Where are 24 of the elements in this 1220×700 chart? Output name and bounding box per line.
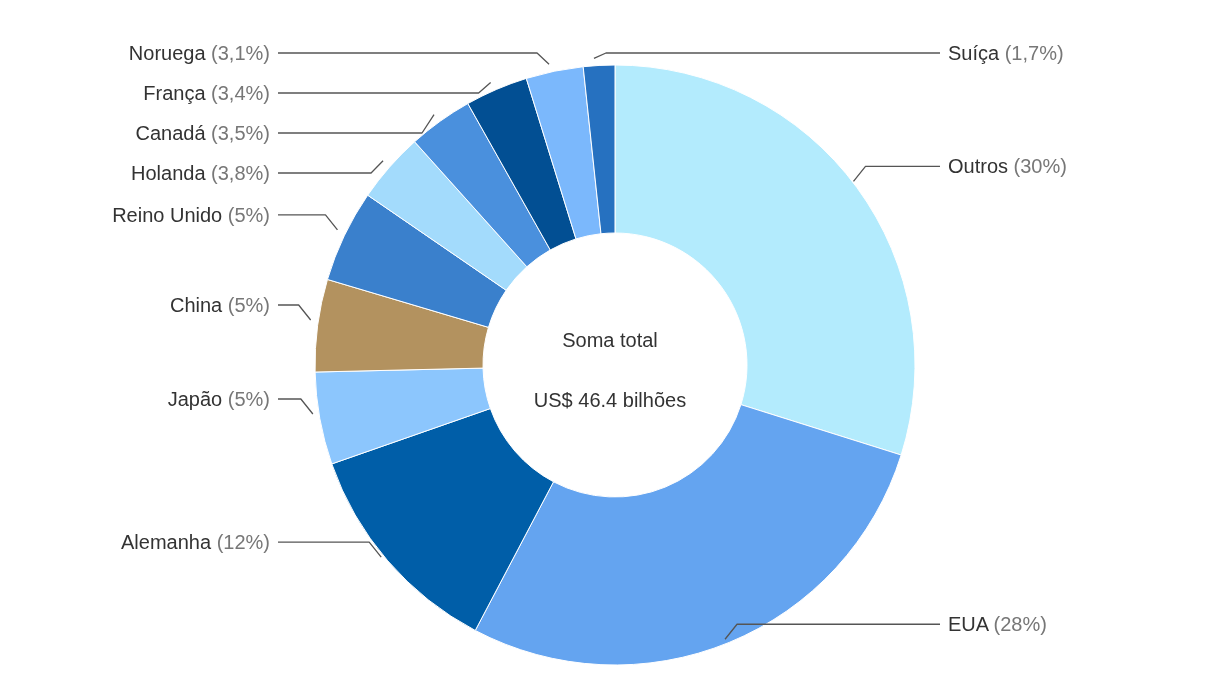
data-label: (5%) <box>222 387 270 410</box>
slice-label: Reino Unido <box>112 203 223 226</box>
slice-label: China <box>169 294 224 316</box>
data-label: (5%) <box>222 294 270 316</box>
slice-label: Canadá <box>135 122 207 144</box>
data-label: (30%) <box>1008 155 1067 178</box>
data-label: (3,4%) <box>205 82 270 104</box>
data-label: (5%) <box>222 203 270 226</box>
slice-label: Alemanha <box>121 531 212 554</box>
data-label: (3,5%) <box>205 122 270 144</box>
data-label: (3,8%) <box>205 162 270 184</box>
data-label: (12%) <box>211 531 270 554</box>
slice-label: Noruega <box>128 42 207 64</box>
data-label: (3,1%) <box>205 42 270 64</box>
slice-label: Holanda <box>131 162 207 184</box>
slice-label: Outros <box>948 155 1009 178</box>
slice-label: Japão <box>167 387 223 410</box>
data-label: (28%) <box>988 613 1047 636</box>
slice-label: EUA <box>948 613 990 636</box>
text: US$ 46.4 bilhões <box>532 388 688 413</box>
data-label: (1,7%) <box>999 42 1064 64</box>
slice-label: França <box>143 82 207 104</box>
text: Soma total <box>561 328 659 353</box>
slice-label: Suíça <box>948 42 1001 64</box>
